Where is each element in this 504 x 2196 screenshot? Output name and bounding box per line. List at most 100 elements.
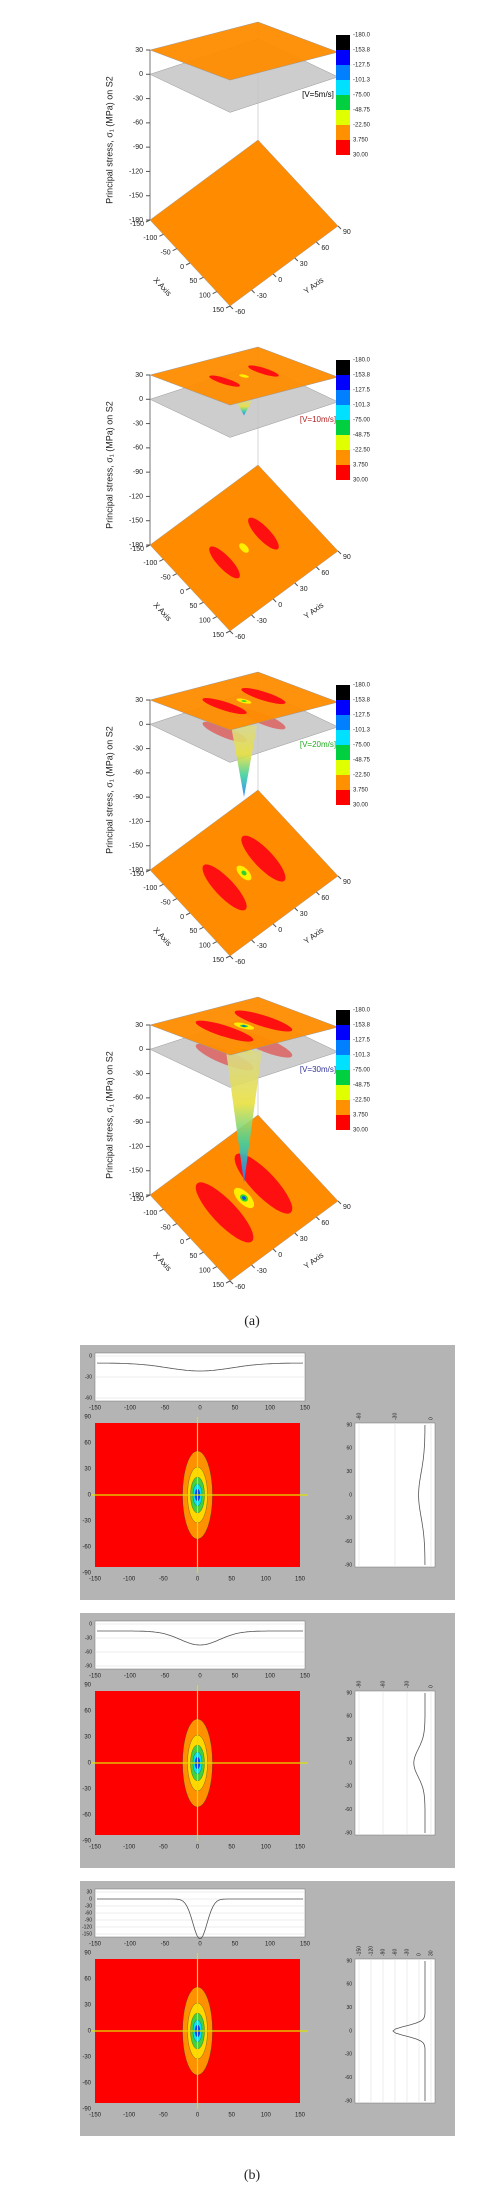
x-tick-label: 100 (265, 1674, 276, 1680)
legend-label: [V=30m/s] (300, 1065, 336, 1074)
x-tick (225, 630, 231, 634)
colorbar-cell (336, 730, 350, 745)
stress-region (248, 365, 279, 377)
z-tick-label: -180 (129, 867, 143, 874)
legend-label: [V=20m/s] (300, 740, 336, 749)
x-tick (225, 955, 231, 959)
y-tick-label: 30 (84, 1467, 91, 1473)
x-tick-label: -100 (124, 1942, 137, 1948)
colorbar-label: -75.00 (353, 743, 371, 749)
y-tick-label: -60 (82, 1545, 91, 1551)
profile-y-box (354, 1690, 436, 1836)
x-tick-label: 150 (212, 307, 224, 314)
y-tick-label: 90 (346, 1690, 352, 1696)
x-tick (225, 1280, 231, 1284)
x-tick-label: 100 (261, 1577, 272, 1583)
colorbar-cell (336, 1010, 350, 1025)
profile-x-curve (97, 1898, 303, 1939)
z-tick-label: -30 (133, 95, 143, 102)
y-tick-label: -60 (85, 1910, 92, 1916)
x-tick-label: 0 (198, 1942, 202, 1948)
z-tick-label: -180 (129, 217, 143, 224)
stress-core (242, 1025, 246, 1027)
y-tick-label: -30 (82, 1519, 91, 1525)
z-tick-label: -150 (129, 518, 143, 525)
x-tick-label: -100 (143, 1210, 157, 1217)
x-tick-label: 150 (300, 1406, 311, 1412)
y-tick (316, 241, 320, 246)
x-tick (145, 219, 151, 223)
colorbar-label: -127.5 (353, 713, 371, 719)
y-tick-label: -90 (85, 1663, 92, 1669)
x-tick (199, 1251, 204, 1255)
colorbar-cell (336, 1070, 350, 1085)
x-axis-label: X Axis (151, 1251, 173, 1273)
z-tick-label: -180 (129, 542, 143, 549)
x-tick-label: -100 (143, 235, 157, 242)
colorbar-label: 3.750 (353, 463, 369, 469)
stress-core (241, 870, 247, 876)
y-tick (251, 289, 255, 294)
x-tick-label: 50 (228, 1577, 235, 1583)
x-axis-label: X Axis (151, 276, 173, 298)
x-tick (185, 587, 191, 591)
z-tick-label: -120 (129, 168, 143, 175)
y-tick-label: -30 (345, 2052, 352, 2058)
x-tick-label: -50 (161, 1942, 170, 1948)
x-tick-label: 150 (212, 632, 224, 639)
x-tick (212, 941, 217, 945)
value-tick-label: -60 (380, 1681, 386, 1688)
y-tick-label: 90 (343, 554, 351, 561)
x-tick (199, 601, 204, 605)
x-tick-label: -150 (89, 1406, 102, 1412)
x-tick (159, 883, 164, 887)
z-tick-label: -60 (133, 770, 143, 777)
y-tick-label: -90 (82, 1839, 91, 1845)
colorbar-label: -127.5 (353, 63, 371, 69)
z-tick-label: -120 (129, 818, 143, 825)
y-tick-label: 30 (300, 911, 308, 918)
y-tick-label: 0 (349, 1492, 352, 1498)
x-tick (199, 276, 204, 280)
y-tick-label: -30 (82, 2055, 91, 2061)
x-tick-label: -50 (161, 575, 171, 582)
y-tick-label: 0 (88, 2029, 92, 2035)
z-tick-label: -180 (129, 1192, 143, 1199)
x-tick-label: 150 (295, 1577, 306, 1583)
colorbar-cell (336, 140, 350, 155)
y-tick-label: 90 (84, 1683, 91, 1689)
colorbar-label: -127.5 (353, 1038, 371, 1044)
y-tick-label: -30 (82, 1787, 91, 1793)
profile-y-curve (418, 1424, 426, 1566)
colorbar-label: -180.0 (353, 358, 371, 364)
y-tick-label: 60 (321, 1220, 329, 1227)
x-tick-label: 100 (199, 618, 211, 625)
x-tick-label: 50 (232, 1406, 239, 1412)
z-tick-label: 0 (139, 1046, 143, 1053)
y-tick-label: -60 (345, 2075, 352, 2081)
x-tick-label: -100 (143, 885, 157, 892)
z-tick-label: 30 (135, 372, 143, 379)
y-tick-label: 30 (346, 1469, 352, 1475)
profile-x-curve (97, 1630, 303, 1646)
y-tick-label: -60 (345, 1539, 352, 1545)
x-tick-label: 0 (180, 589, 184, 596)
colorbar-label: -75.00 (353, 418, 371, 424)
colorbar-cell (336, 375, 350, 390)
x-tick-label: -50 (159, 2113, 168, 2119)
y-tick-label: -120 (82, 1924, 92, 1930)
y-tick (294, 1232, 299, 1237)
z-tick-label: 0 (139, 396, 143, 403)
stress-region (248, 517, 279, 550)
colorbar-cell (336, 125, 350, 140)
colorbar-label: -180.0 (353, 33, 371, 39)
z-tick-label: 30 (135, 47, 143, 54)
y-tick (251, 614, 255, 619)
x-tick-label: 50 (228, 1845, 235, 1851)
x-tick-label: -50 (161, 900, 171, 907)
colorbar-cell (336, 390, 350, 405)
x-tick (172, 573, 177, 577)
y-tick (294, 257, 299, 262)
x-tick (172, 248, 177, 252)
y-tick-label: 0 (88, 1493, 92, 1499)
